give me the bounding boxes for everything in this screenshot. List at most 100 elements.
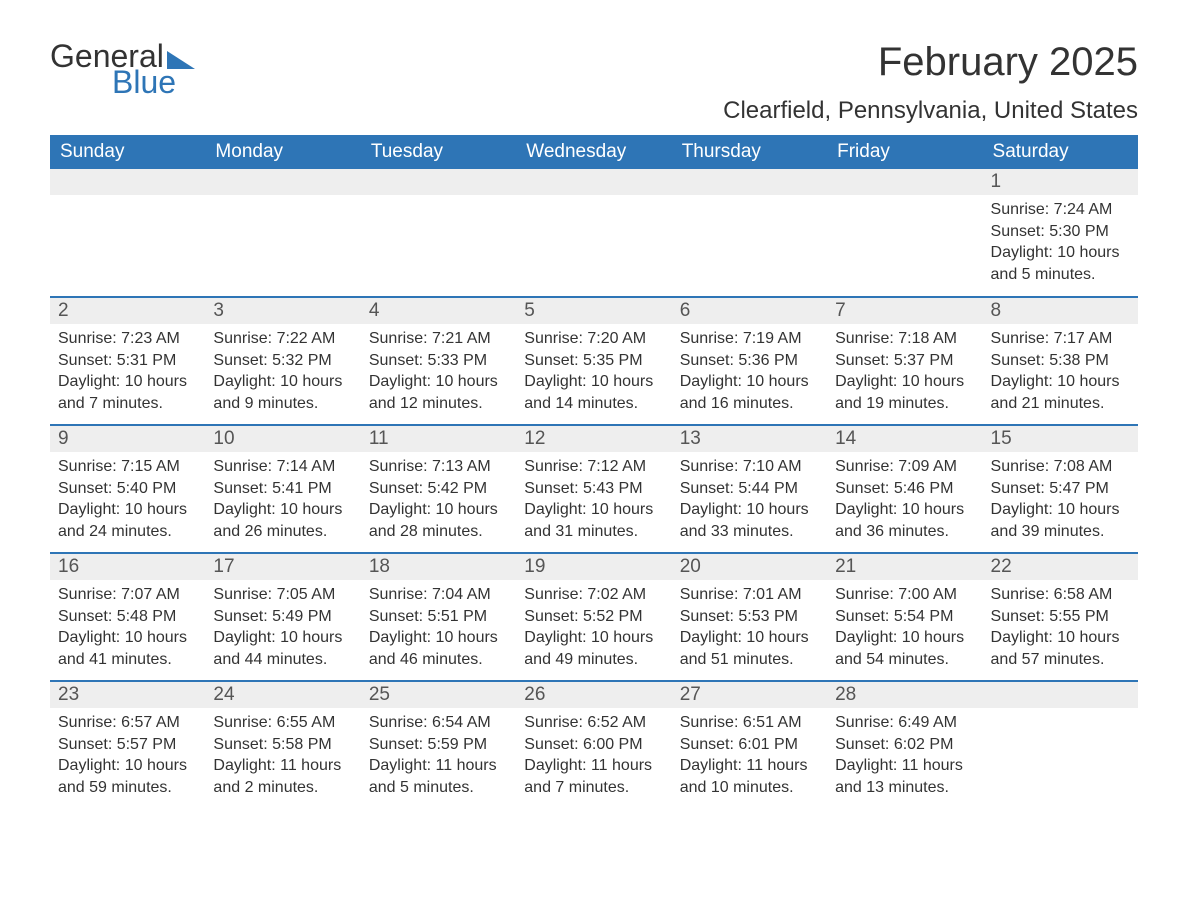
calendar-cell (50, 169, 205, 297)
day-body: Sunrise: 7:24 AMSunset: 5:30 PMDaylight:… (983, 195, 1138, 293)
day-number: 7 (827, 298, 982, 324)
day-number: 28 (827, 682, 982, 708)
calendar-cell: 15Sunrise: 7:08 AMSunset: 5:47 PMDayligh… (983, 425, 1138, 553)
calendar-cell: 9Sunrise: 7:15 AMSunset: 5:40 PMDaylight… (50, 425, 205, 553)
day-number: 22 (983, 554, 1138, 580)
day-number: 12 (516, 426, 671, 452)
calendar-cell: 5Sunrise: 7:20 AMSunset: 5:35 PMDaylight… (516, 297, 671, 425)
day-body: Sunrise: 6:55 AMSunset: 5:58 PMDaylight:… (205, 708, 360, 806)
day-body: Sunrise: 7:07 AMSunset: 5:48 PMDaylight:… (50, 580, 205, 678)
day-body (983, 708, 1138, 720)
calendar-cell: 8Sunrise: 7:17 AMSunset: 5:38 PMDaylight… (983, 297, 1138, 425)
weekday-header: Friday (827, 135, 982, 169)
weekday-header-row: SundayMondayTuesdayWednesdayThursdayFrid… (50, 135, 1138, 169)
day-number: 11 (361, 426, 516, 452)
day-number: 2 (50, 298, 205, 324)
day-body (516, 195, 671, 207)
day-number: 4 (361, 298, 516, 324)
day-number: 3 (205, 298, 360, 324)
day-number (672, 169, 827, 195)
day-number: 13 (672, 426, 827, 452)
day-body: Sunrise: 7:10 AMSunset: 5:44 PMDaylight:… (672, 452, 827, 550)
calendar-cell: 2Sunrise: 7:23 AMSunset: 5:31 PMDaylight… (50, 297, 205, 425)
weekday-header: Tuesday (361, 135, 516, 169)
month-title: February 2025 (723, 40, 1138, 85)
day-body: Sunrise: 7:22 AMSunset: 5:32 PMDaylight:… (205, 324, 360, 422)
day-body: Sunrise: 7:18 AMSunset: 5:37 PMDaylight:… (827, 324, 982, 422)
calendar-cell: 28Sunrise: 6:49 AMSunset: 6:02 PMDayligh… (827, 681, 982, 809)
calendar-cell (827, 169, 982, 297)
day-number: 14 (827, 426, 982, 452)
day-body: Sunrise: 7:15 AMSunset: 5:40 PMDaylight:… (50, 452, 205, 550)
day-body: Sunrise: 6:54 AMSunset: 5:59 PMDaylight:… (361, 708, 516, 806)
calendar-row: 1Sunrise: 7:24 AMSunset: 5:30 PMDaylight… (50, 169, 1138, 297)
day-body: Sunrise: 7:09 AMSunset: 5:46 PMDaylight:… (827, 452, 982, 550)
day-number: 20 (672, 554, 827, 580)
day-body: Sunrise: 6:49 AMSunset: 6:02 PMDaylight:… (827, 708, 982, 806)
day-body: Sunrise: 7:08 AMSunset: 5:47 PMDaylight:… (983, 452, 1138, 550)
location-subtitle: Clearfield, Pennsylvania, United States (723, 97, 1138, 125)
day-body: Sunrise: 7:17 AMSunset: 5:38 PMDaylight:… (983, 324, 1138, 422)
calendar-cell (672, 169, 827, 297)
day-number: 10 (205, 426, 360, 452)
day-body (205, 195, 360, 207)
brand-word-2: Blue (112, 66, 195, 98)
day-body: Sunrise: 6:51 AMSunset: 6:01 PMDaylight:… (672, 708, 827, 806)
day-number: 27 (672, 682, 827, 708)
day-body (827, 195, 982, 207)
calendar-cell: 4Sunrise: 7:21 AMSunset: 5:33 PMDaylight… (361, 297, 516, 425)
day-number: 18 (361, 554, 516, 580)
weekday-header: Monday (205, 135, 360, 169)
day-body: Sunrise: 7:01 AMSunset: 5:53 PMDaylight:… (672, 580, 827, 678)
weekday-header: Sunday (50, 135, 205, 169)
day-body (50, 195, 205, 207)
day-number: 19 (516, 554, 671, 580)
day-number: 1 (983, 169, 1138, 195)
calendar-cell: 12Sunrise: 7:12 AMSunset: 5:43 PMDayligh… (516, 425, 671, 553)
day-body: Sunrise: 7:23 AMSunset: 5:31 PMDaylight:… (50, 324, 205, 422)
calendar-row: 2Sunrise: 7:23 AMSunset: 5:31 PMDaylight… (50, 297, 1138, 425)
day-number (516, 169, 671, 195)
day-body: Sunrise: 7:13 AMSunset: 5:42 PMDaylight:… (361, 452, 516, 550)
calendar-cell: 17Sunrise: 7:05 AMSunset: 5:49 PMDayligh… (205, 553, 360, 681)
title-block: February 2025 Clearfield, Pennsylvania, … (723, 40, 1138, 125)
calendar-cell: 24Sunrise: 6:55 AMSunset: 5:58 PMDayligh… (205, 681, 360, 809)
day-number: 24 (205, 682, 360, 708)
calendar-cell: 19Sunrise: 7:02 AMSunset: 5:52 PMDayligh… (516, 553, 671, 681)
day-number: 16 (50, 554, 205, 580)
day-number (827, 169, 982, 195)
calendar-cell: 13Sunrise: 7:10 AMSunset: 5:44 PMDayligh… (672, 425, 827, 553)
calendar-cell: 20Sunrise: 7:01 AMSunset: 5:53 PMDayligh… (672, 553, 827, 681)
day-number (361, 169, 516, 195)
weekday-header: Thursday (672, 135, 827, 169)
day-body: Sunrise: 7:00 AMSunset: 5:54 PMDaylight:… (827, 580, 982, 678)
weekday-header: Wednesday (516, 135, 671, 169)
day-number: 21 (827, 554, 982, 580)
day-body (361, 195, 516, 207)
calendar-cell: 21Sunrise: 7:00 AMSunset: 5:54 PMDayligh… (827, 553, 982, 681)
day-body (672, 195, 827, 207)
day-number: 15 (983, 426, 1138, 452)
day-number: 5 (516, 298, 671, 324)
day-number: 9 (50, 426, 205, 452)
day-number (205, 169, 360, 195)
day-number: 26 (516, 682, 671, 708)
day-body: Sunrise: 7:19 AMSunset: 5:36 PMDaylight:… (672, 324, 827, 422)
calendar-body: 1Sunrise: 7:24 AMSunset: 5:30 PMDaylight… (50, 169, 1138, 809)
day-number (983, 682, 1138, 708)
day-number: 25 (361, 682, 516, 708)
day-number: 8 (983, 298, 1138, 324)
day-body: Sunrise: 7:21 AMSunset: 5:33 PMDaylight:… (361, 324, 516, 422)
calendar-cell: 23Sunrise: 6:57 AMSunset: 5:57 PMDayligh… (50, 681, 205, 809)
day-number: 17 (205, 554, 360, 580)
day-number: 23 (50, 682, 205, 708)
calendar-cell: 7Sunrise: 7:18 AMSunset: 5:37 PMDaylight… (827, 297, 982, 425)
calendar-cell: 3Sunrise: 7:22 AMSunset: 5:32 PMDaylight… (205, 297, 360, 425)
calendar-cell: 6Sunrise: 7:19 AMSunset: 5:36 PMDaylight… (672, 297, 827, 425)
day-body: Sunrise: 6:58 AMSunset: 5:55 PMDaylight:… (983, 580, 1138, 678)
calendar-cell: 25Sunrise: 6:54 AMSunset: 5:59 PMDayligh… (361, 681, 516, 809)
brand-sail-icon (167, 51, 195, 69)
day-number (50, 169, 205, 195)
calendar-cell: 16Sunrise: 7:07 AMSunset: 5:48 PMDayligh… (50, 553, 205, 681)
day-body: Sunrise: 7:14 AMSunset: 5:41 PMDaylight:… (205, 452, 360, 550)
